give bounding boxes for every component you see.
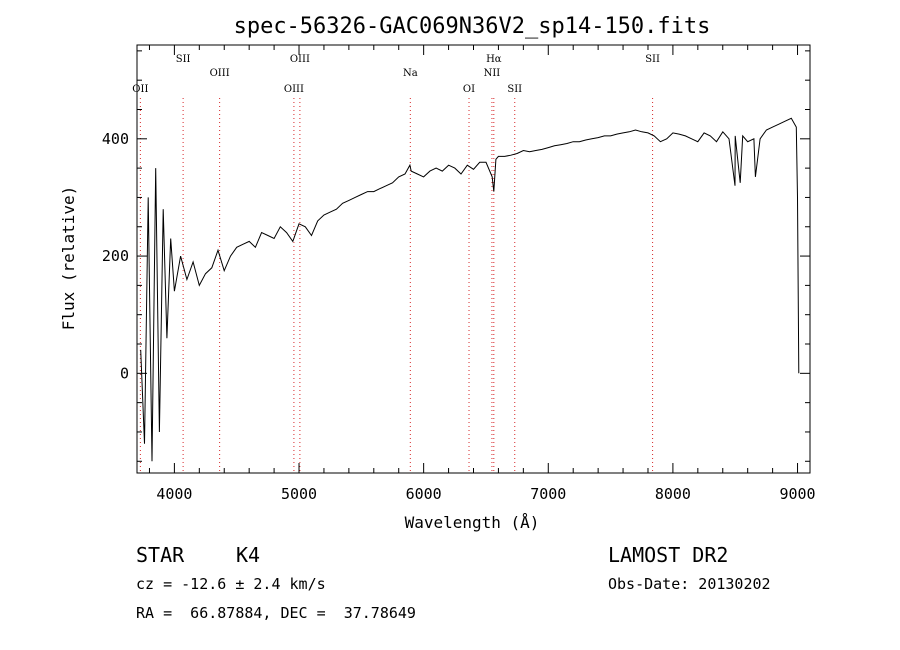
redshift-readout: cz = -12.6 ± 2.4 km/s (136, 575, 326, 593)
line-marker-label: Na (403, 68, 418, 79)
line-marker-label: OIII (290, 54, 310, 65)
x-tick-label: 7000 (530, 485, 566, 503)
y-axis-label: Flux (relative) (59, 186, 78, 331)
object-class: STAR (136, 543, 185, 567)
obs-date: Obs-Date: 20130202 (608, 575, 771, 593)
y-tick-label: 200 (102, 247, 129, 265)
ra-dec-readout: RA = 66.87884, DEC = 37.78649 (136, 604, 416, 622)
x-tick-label: 8000 (655, 485, 691, 503)
emission-line-markers: OII SII OIII OIII OIII Na OI Hα NII SII SII (132, 54, 660, 473)
x-tick-label: 6000 (406, 485, 442, 503)
x-tick-label: 9000 (779, 485, 815, 503)
line-marker-label: SII (507, 84, 522, 95)
line-marker-label: SII (176, 54, 191, 65)
survey-label: LAMOST DR2 (608, 543, 729, 567)
axis-ticks: 4000 5000 6000 7000 8000 9000 0 200 400 (102, 45, 816, 503)
plot-frame (136, 44, 811, 474)
flux-series-line (140, 117, 800, 462)
y-tick-label: 400 (102, 130, 129, 148)
line-marker-label: Hα (486, 54, 502, 65)
line-marker-label: OIII (210, 68, 230, 79)
line-marker-label: OIII (284, 84, 304, 95)
line-marker-label: NII (484, 68, 501, 79)
line-marker-label: OII (132, 84, 148, 95)
x-axis-label: Wavelength (Å) (405, 513, 540, 532)
chart-title: spec-56326-GAC069N36V2_sp14-150.fits (234, 14, 711, 39)
line-marker-label: OI (463, 84, 475, 95)
x-tick-label: 5000 (281, 485, 317, 503)
y-tick-label: 0 (120, 364, 129, 382)
x-tick-label: 4000 (156, 485, 192, 503)
line-marker-label: SII (645, 54, 660, 65)
object-subclass: K4 (236, 543, 261, 567)
